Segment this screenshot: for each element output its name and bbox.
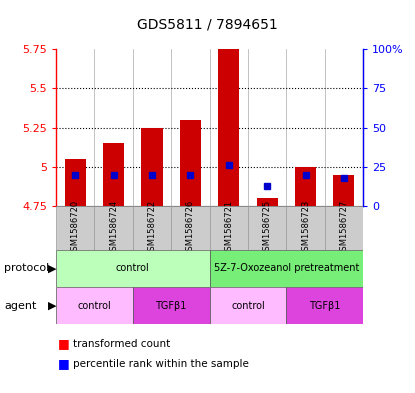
- Text: TGFβ1: TGFβ1: [309, 301, 340, 310]
- Bar: [218, 49, 239, 206]
- Bar: [256, 198, 278, 206]
- Text: GSM1586723: GSM1586723: [301, 200, 310, 256]
- Text: control: control: [116, 263, 150, 273]
- Text: TGFβ1: TGFβ1: [156, 301, 187, 310]
- Text: ■: ■: [58, 357, 70, 370]
- Bar: [248, 206, 286, 250]
- Text: transformed count: transformed count: [73, 339, 170, 349]
- Text: GSM1586726: GSM1586726: [186, 200, 195, 256]
- Text: control: control: [78, 301, 111, 310]
- Text: GSM1586727: GSM1586727: [339, 200, 349, 256]
- Bar: [133, 206, 171, 250]
- Text: GSM1586720: GSM1586720: [71, 200, 80, 256]
- Bar: [56, 287, 133, 324]
- Text: GSM1586724: GSM1586724: [109, 200, 118, 256]
- Bar: [180, 120, 201, 206]
- Bar: [133, 287, 210, 324]
- Bar: [210, 250, 363, 287]
- Bar: [325, 206, 363, 250]
- Text: GDS5811 / 7894651: GDS5811 / 7894651: [137, 18, 278, 32]
- Text: GSM1586721: GSM1586721: [224, 200, 233, 256]
- Text: ▶: ▶: [48, 263, 56, 273]
- Bar: [65, 159, 86, 206]
- Bar: [103, 143, 124, 206]
- Bar: [171, 206, 210, 250]
- Text: GSM1586722: GSM1586722: [147, 200, 156, 256]
- Bar: [56, 250, 210, 287]
- Bar: [286, 287, 363, 324]
- Bar: [295, 167, 316, 206]
- Text: protocol: protocol: [4, 263, 49, 273]
- Text: ■: ■: [58, 337, 70, 351]
- Text: 5Z-7-Oxozeanol pretreatment: 5Z-7-Oxozeanol pretreatment: [214, 263, 359, 273]
- Bar: [56, 206, 95, 250]
- Bar: [286, 206, 325, 250]
- Text: agent: agent: [4, 301, 37, 310]
- Bar: [210, 206, 248, 250]
- Text: control: control: [231, 301, 265, 310]
- Text: percentile rank within the sample: percentile rank within the sample: [73, 358, 249, 369]
- Bar: [333, 175, 354, 206]
- Bar: [142, 128, 163, 206]
- Text: ▶: ▶: [48, 301, 56, 310]
- Bar: [95, 206, 133, 250]
- Bar: [210, 287, 286, 324]
- Text: GSM1586725: GSM1586725: [263, 200, 272, 256]
